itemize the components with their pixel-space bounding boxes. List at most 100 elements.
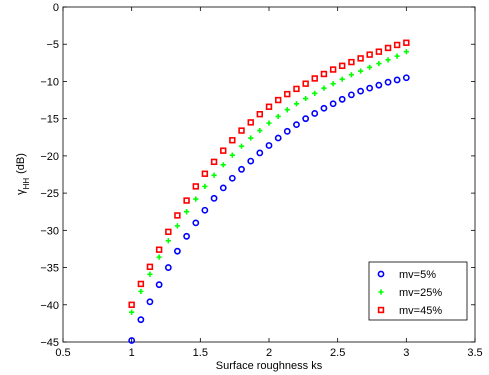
- y-tick-label: −10: [40, 76, 59, 88]
- data-point: [339, 76, 345, 82]
- x-tick-label: 2.5: [330, 347, 345, 359]
- x-axis-label: Surface roughness ks: [216, 360, 323, 372]
- y-tick-label: −35: [40, 263, 59, 275]
- data-point: [173, 247, 181, 255]
- data-point: [257, 127, 263, 134]
- data-point: [228, 174, 236, 182]
- data-point: [174, 212, 181, 219]
- y-tick-label: 0: [53, 2, 59, 14]
- data-point: [201, 206, 209, 214]
- data-point: [128, 301, 135, 308]
- series-square: [128, 39, 410, 308]
- data-point: [283, 127, 291, 135]
- data-point: [183, 197, 190, 204]
- data-point: [385, 57, 391, 63]
- data-point: [403, 39, 410, 46]
- data-point: [293, 85, 300, 93]
- data-point: [247, 119, 254, 126]
- data-point: [302, 80, 309, 87]
- data-point: [220, 147, 227, 154]
- data-point: [393, 41, 401, 49]
- data-point: [137, 280, 145, 288]
- data-point: [393, 76, 401, 84]
- x-tick-label: 3: [403, 347, 409, 359]
- data-point: [248, 135, 254, 141]
- legend-marker-circle: [377, 270, 385, 278]
- data-point: [265, 142, 273, 149]
- data-point: [138, 288, 144, 294]
- data-point: [311, 75, 318, 82]
- data-point: [348, 58, 355, 66]
- y-tick-label: −25: [40, 188, 59, 200]
- data-point: [376, 60, 382, 67]
- data-point: [129, 309, 135, 315]
- data-point: [375, 81, 383, 89]
- data-point: [146, 263, 154, 271]
- data-point: [384, 78, 392, 86]
- data-point: [201, 170, 209, 177]
- x-tick-label: 0.5: [55, 347, 70, 359]
- data-point: [238, 165, 245, 173]
- data-point: [284, 90, 291, 98]
- legend-label: mv=25%: [399, 287, 442, 299]
- data-point: [293, 101, 300, 107]
- data-point: [394, 53, 400, 59]
- data-point: [357, 87, 365, 95]
- data-point: [274, 134, 282, 142]
- data-point: [347, 91, 355, 99]
- y-axis-label: γHH (dB): [15, 153, 31, 195]
- data-point: [367, 64, 373, 70]
- data-point: [210, 194, 218, 202]
- data-point: [155, 246, 163, 253]
- data-point: [238, 143, 245, 149]
- x-tick-label: 1: [129, 347, 135, 359]
- data-point: [358, 68, 364, 74]
- legend-marker-plus: [378, 289, 384, 295]
- legend: mv=5% mv=25% mv=45%: [368, 261, 468, 321]
- y-tick-label: −5: [46, 39, 59, 51]
- axis-ticks: 0.5 1 1.5 2 2.5 3 3.5 0 −5 −10 −15 −20 −25 −30 −35 −40 −…: [40, 2, 482, 359]
- series-circle: [128, 74, 410, 344]
- data-point: [229, 137, 236, 144]
- data-point: [338, 95, 346, 103]
- data-point: [402, 74, 410, 82]
- data-point: [192, 219, 200, 227]
- data-point: [155, 281, 163, 289]
- data-point: [202, 183, 208, 190]
- data-point: [403, 49, 409, 55]
- data-point: [156, 254, 162, 260]
- data-point: [312, 90, 318, 96]
- data-point: [137, 316, 145, 324]
- data-point: [219, 184, 227, 192]
- data-point: [284, 107, 290, 113]
- y-tick-label: −30: [40, 225, 59, 237]
- data-point: [247, 157, 255, 165]
- y-tick-label: −40: [40, 300, 59, 312]
- data-point: [375, 48, 383, 55]
- data-point: [256, 149, 264, 157]
- y-tick-label: −45: [40, 337, 59, 349]
- data-point: [320, 104, 328, 112]
- data-point: [348, 72, 354, 78]
- data-point: [384, 44, 392, 52]
- data-point: [321, 85, 327, 91]
- legend-marker-square: [377, 306, 385, 314]
- data-point: [366, 84, 374, 92]
- data-point: [165, 238, 171, 244]
- data-point: [330, 81, 336, 87]
- data-point: [184, 209, 190, 215]
- data-point: [229, 152, 235, 158]
- data-point: [266, 120, 272, 126]
- data-point: [192, 183, 200, 190]
- x-tick-label: 1.5: [193, 347, 208, 359]
- data-point: [183, 232, 190, 240]
- data-point: [265, 103, 273, 110]
- data-point: [174, 223, 180, 229]
- data-point: [329, 100, 337, 108]
- data-point: [238, 127, 245, 134]
- data-point: [311, 110, 319, 117]
- legend-box: [368, 261, 468, 321]
- data-point: [146, 298, 154, 306]
- legend-label: mv=45%: [399, 305, 442, 317]
- y-tick-label: −15: [40, 114, 59, 126]
